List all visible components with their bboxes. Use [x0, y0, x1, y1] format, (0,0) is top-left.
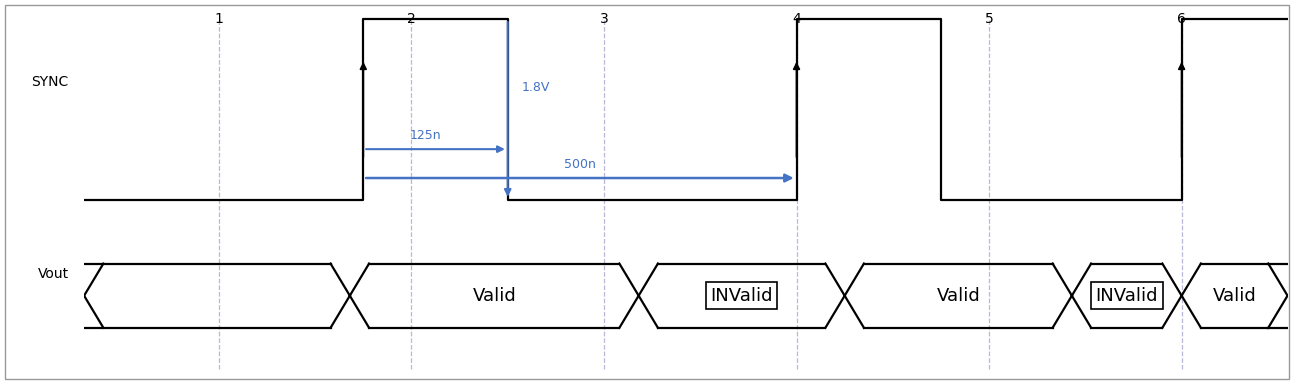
- Text: 5: 5: [985, 12, 994, 25]
- Text: 500n: 500n: [564, 158, 595, 171]
- Text: Valid: Valid: [937, 287, 980, 305]
- Text: 1.8V: 1.8V: [521, 81, 550, 94]
- Text: 4: 4: [792, 12, 801, 25]
- Text: Valid: Valid: [1212, 287, 1256, 305]
- Text: 3: 3: [599, 12, 608, 25]
- Text: Valid: Valid: [472, 287, 516, 305]
- Text: 1: 1: [215, 12, 224, 25]
- Text: 125n: 125n: [410, 129, 441, 142]
- Text: INValid: INValid: [710, 287, 773, 305]
- Text: INValid: INValid: [1096, 287, 1158, 305]
- Text: SYNC: SYNC: [31, 75, 69, 89]
- Text: 6: 6: [1178, 12, 1187, 25]
- Text: Vout: Vout: [38, 267, 69, 281]
- Text: 2: 2: [408, 12, 415, 25]
